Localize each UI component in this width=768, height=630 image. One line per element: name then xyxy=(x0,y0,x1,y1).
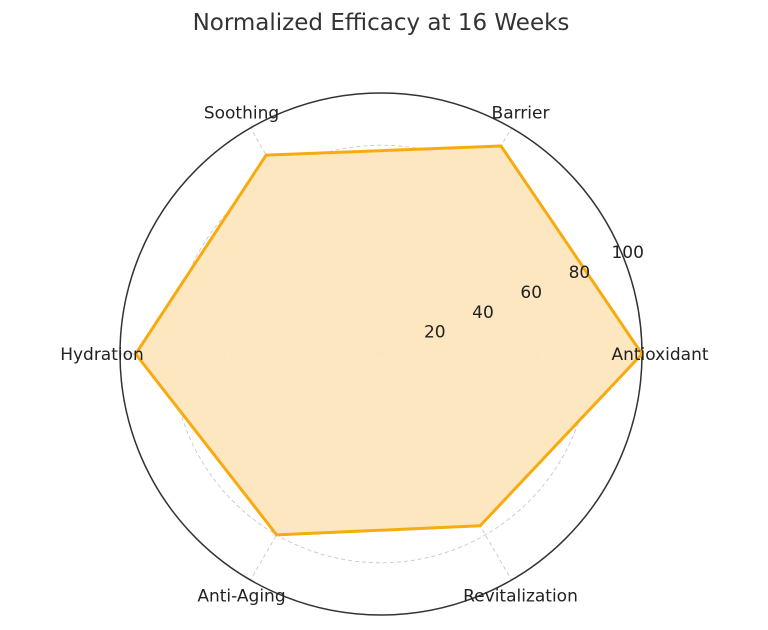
radar-series xyxy=(134,144,644,537)
chart-title: Normalized Efficacy at 16 Weeks xyxy=(193,10,570,36)
category-label-barrier: Barrier xyxy=(492,103,550,123)
data-point-anti-aging xyxy=(275,533,279,537)
category-labels: Antioxidant Barrier Soothing Hydration Anti-… xyxy=(60,103,709,606)
data-point-hydration xyxy=(134,352,138,356)
category-label-revitalization: Revitalization xyxy=(463,587,578,607)
category-label-hydration: Hydration xyxy=(60,345,144,365)
data-point-revitalization xyxy=(478,524,482,528)
data-point-soothing xyxy=(264,153,268,157)
data-point-antioxidant xyxy=(640,352,644,356)
category-label-antioxidant: Antioxidant xyxy=(611,345,708,365)
tick-label-60: 60 xyxy=(520,283,542,303)
category-label-anti-aging: Anti-Aging xyxy=(197,587,285,607)
data-point-barrier xyxy=(499,144,503,148)
radial-tick-labels: 20 40 60 80 100 xyxy=(424,243,644,343)
category-label-soothing: Soothing xyxy=(204,103,279,123)
tick-label-100: 100 xyxy=(611,243,643,263)
tick-label-40: 40 xyxy=(472,303,494,323)
series-area xyxy=(135,146,642,535)
tick-label-20: 20 xyxy=(424,323,446,343)
tick-label-80: 80 xyxy=(569,263,591,283)
